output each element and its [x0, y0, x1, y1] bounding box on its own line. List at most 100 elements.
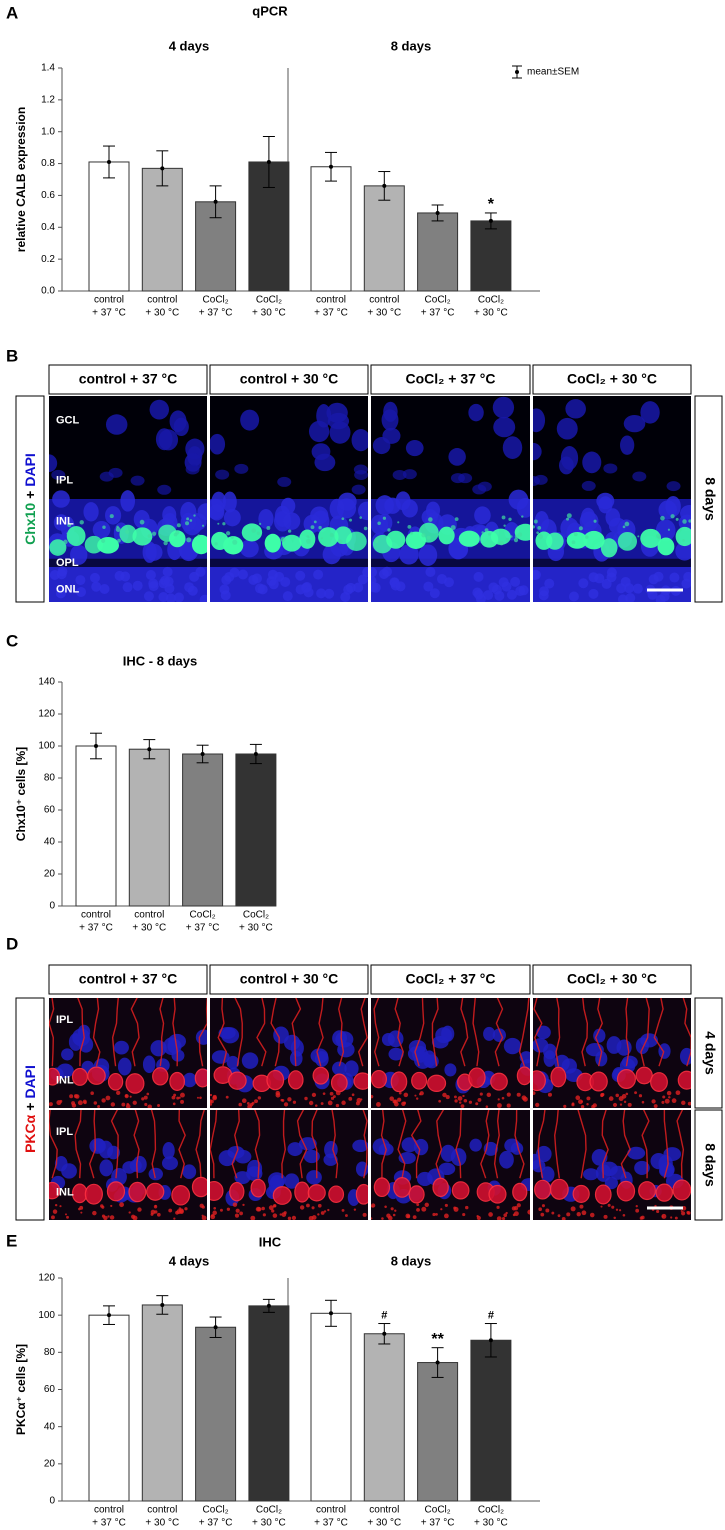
pkc-process — [577, 1110, 587, 1179]
pkc-process — [178, 1110, 186, 1179]
chx10-speck — [125, 529, 130, 534]
bar — [310, 166, 352, 292]
ipl-nucleus — [277, 476, 292, 487]
bar — [195, 1326, 237, 1502]
dapi-nucleus — [148, 1167, 163, 1181]
pkc-terminal — [576, 1211, 581, 1217]
y-tick-label: 1.0 — [41, 126, 55, 137]
onl-nucleus — [55, 588, 66, 599]
dapi-nucleus — [182, 1072, 197, 1088]
chx10-cell — [299, 529, 316, 549]
x-tick-label: + 37 °C — [92, 1518, 126, 1529]
pkc-terminal — [97, 1105, 101, 1108]
onl-nucleus — [122, 582, 133, 593]
pkc-terminal — [661, 1213, 667, 1219]
layer-label: INL — [56, 1074, 74, 1086]
pkc-process — [198, 998, 207, 1067]
bar — [88, 161, 130, 292]
y-tick-label: 40 — [44, 837, 56, 848]
onl-nucleus — [295, 570, 306, 581]
chx10-speck — [450, 525, 456, 530]
pkc-terminal — [323, 1210, 327, 1213]
pkc-terminal — [311, 1215, 317, 1220]
ipl-nucleus — [458, 473, 473, 484]
onl-nucleus — [518, 585, 529, 596]
pkc-terminal — [485, 1105, 489, 1108]
chx10-speck — [667, 528, 671, 531]
pkc-process — [195, 1110, 205, 1179]
pkc-cell — [468, 1067, 486, 1088]
pkc-cell — [488, 1184, 507, 1204]
pkc-terminal — [581, 1210, 587, 1216]
onl-nucleus — [653, 571, 664, 582]
dapi-nucleus — [604, 1176, 619, 1190]
pkc-terminal — [128, 1211, 131, 1214]
dapi-nucleus — [332, 1061, 347, 1076]
pkc-cell — [194, 1068, 207, 1088]
pkc-cell — [390, 1071, 408, 1093]
chx10-cell — [640, 528, 662, 548]
opl-band — [533, 558, 691, 567]
y-tick-label: 0.6 — [41, 190, 55, 201]
onl-nucleus — [187, 585, 198, 596]
significance-marker: ** — [431, 1331, 444, 1348]
pkc-terminal — [320, 1211, 325, 1215]
mean-dot — [213, 1325, 218, 1330]
pkc-terminal — [126, 1102, 130, 1106]
pkc-terminal — [460, 1104, 465, 1108]
ipl-nucleus — [215, 469, 230, 480]
dapi-nucleus — [150, 1040, 167, 1057]
chx10-speck — [175, 530, 180, 535]
pkc-terminal — [435, 1212, 438, 1216]
dapi-nucleus — [407, 1046, 426, 1062]
pkc-terminal — [329, 1091, 334, 1096]
mean-dot — [107, 159, 111, 164]
micrograph — [533, 1110, 691, 1220]
pkc-terminal — [109, 1215, 115, 1220]
onl-nucleus — [57, 566, 68, 577]
pkc-terminal — [506, 1092, 511, 1097]
pkc-process — [554, 1110, 561, 1179]
dapi-nucleus — [306, 1170, 322, 1185]
mean-dot — [160, 1302, 165, 1307]
gcl-nucleus — [158, 429, 179, 451]
chx10-cell — [241, 523, 263, 542]
x-tick-label: + 30 °C — [474, 1518, 508, 1529]
pkc-process — [316, 998, 324, 1067]
dapi-nucleus — [61, 1048, 74, 1061]
pkc-terminal — [387, 1215, 393, 1220]
mean-dot — [266, 1303, 271, 1308]
column-header: control + 37 °C — [79, 371, 178, 387]
pkc-terminal — [241, 1098, 247, 1104]
pkc-process — [594, 998, 604, 1067]
chx10-speck — [624, 521, 630, 527]
ipl-nucleus — [51, 469, 66, 480]
pkc-terminal — [50, 1215, 55, 1220]
dapi-nucleus — [679, 1047, 691, 1065]
x-tick-label: control — [147, 295, 177, 306]
dapi-nucleus — [284, 1173, 300, 1189]
pkc-terminal — [513, 1211, 519, 1217]
pkc-terminal — [317, 1203, 322, 1208]
pkc-process — [270, 998, 280, 1067]
chx10-speck — [374, 539, 379, 544]
dapi-nucleus — [658, 1154, 673, 1173]
onl-nucleus — [357, 574, 368, 585]
chx10-speck — [139, 519, 145, 525]
column-header-box — [370, 964, 531, 995]
pkc-terminal — [488, 1212, 493, 1217]
dapi-nucleus — [211, 1050, 230, 1064]
pkc-terminal — [146, 1092, 150, 1096]
pkc-cell — [451, 1181, 470, 1200]
dapi-nucleus — [352, 1139, 368, 1153]
dapi-nucleus — [540, 1166, 555, 1183]
ipl-nucleus — [185, 464, 200, 475]
pkc-terminal — [335, 1090, 341, 1096]
pkc-process — [110, 1110, 119, 1179]
gcl-nucleus — [381, 409, 399, 431]
inl-nucleus — [375, 495, 394, 516]
pkc-terminal — [304, 1096, 308, 1101]
pkc-process — [518, 998, 530, 1067]
dapi-nucleus — [499, 1150, 514, 1169]
chx10-speck — [675, 517, 679, 521]
